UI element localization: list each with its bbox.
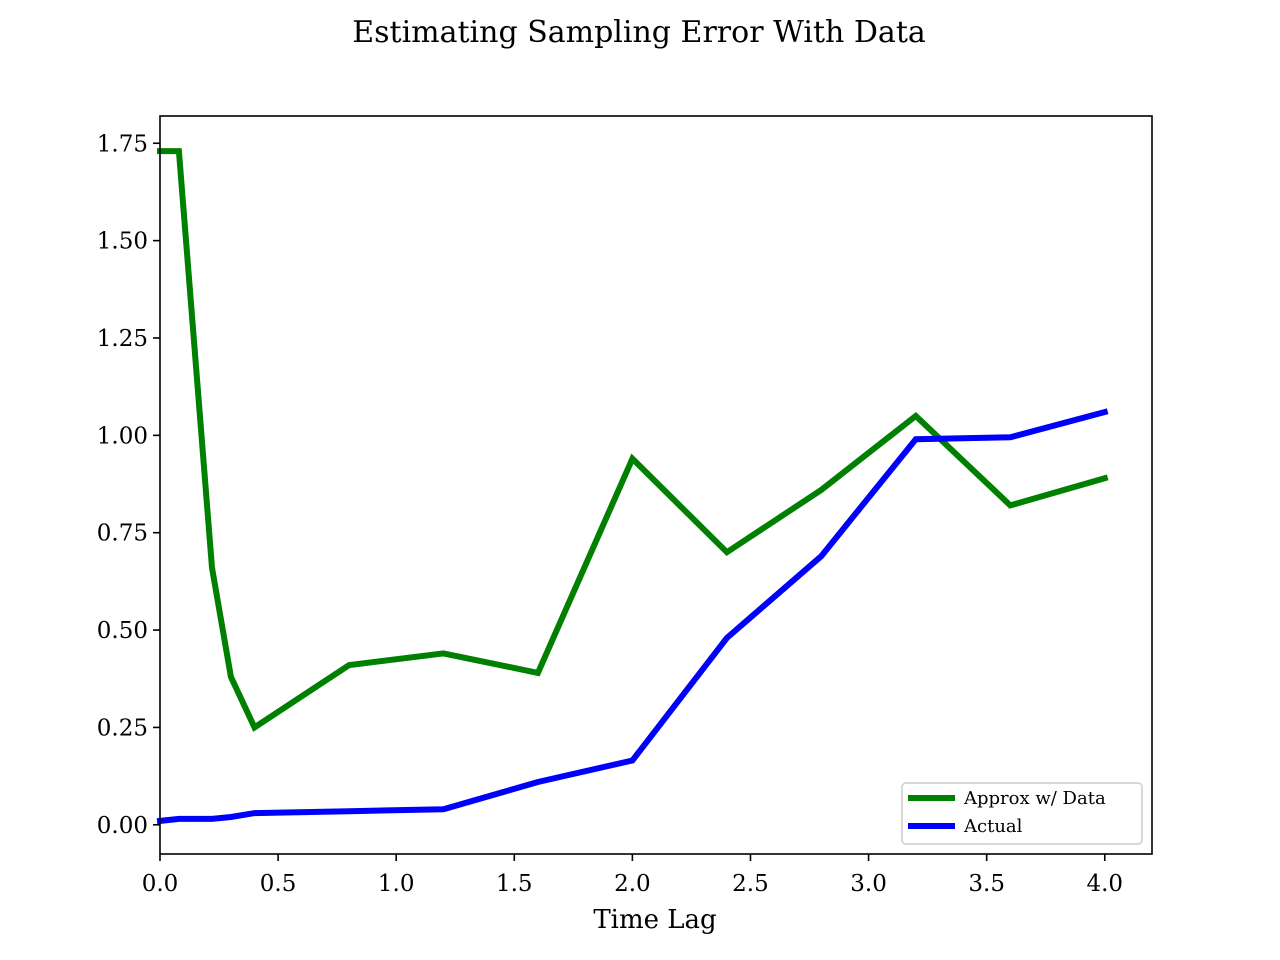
- legend-box: [901, 782, 1143, 845]
- y-tick-label-2: 0.50: [97, 618, 148, 644]
- y-tick-label-0: 0.00: [97, 813, 148, 839]
- y-axis: 0.00 0.25 0.50 0.75 1.00 1.25 1.50 1.75: [97, 131, 160, 839]
- y-tick-label-3: 0.75: [97, 521, 148, 547]
- y-tick-label-1: 0.25: [97, 715, 148, 741]
- legend: Approx w/ Data Actual: [901, 782, 1143, 845]
- plot-frame: [159, 115, 1153, 855]
- y-tick-label-4: 1.00: [97, 423, 148, 449]
- y-tick-label-6: 1.50: [97, 229, 148, 255]
- x-tick-label-5: 2.5: [732, 871, 769, 897]
- x-tick-label-6: 3.0: [850, 871, 887, 897]
- x-tick-label-2: 1.0: [378, 871, 415, 897]
- y-tick-label-5: 1.25: [97, 326, 148, 352]
- x-tick-label-0: 0.0: [142, 871, 179, 897]
- x-tick-label-3: 1.5: [496, 871, 533, 897]
- x-tick-label-8: 4.0: [1086, 871, 1123, 897]
- legend-label-approx: Approx w/ Data: [963, 788, 1106, 809]
- x-axis: 0.0 0.5 1.0 1.5 2.0 2.5 3.0 3.5 4.0: [142, 854, 1123, 897]
- x-tick-label-4: 2.0: [614, 871, 651, 897]
- series-layer: [156, 148, 1109, 825]
- legend-label-actual: Actual: [963, 816, 1023, 837]
- y-tick-label-7: 1.75: [97, 131, 148, 157]
- chart-title: Estimating Sampling Error With Data: [352, 15, 926, 50]
- x-tick-label-7: 3.5: [968, 871, 1005, 897]
- series-line-actual: [156, 408, 1109, 825]
- x-tick-label-1: 0.5: [260, 871, 297, 897]
- series-line-approx: [157, 148, 1109, 732]
- x-axis-label: Time Lag: [593, 905, 716, 935]
